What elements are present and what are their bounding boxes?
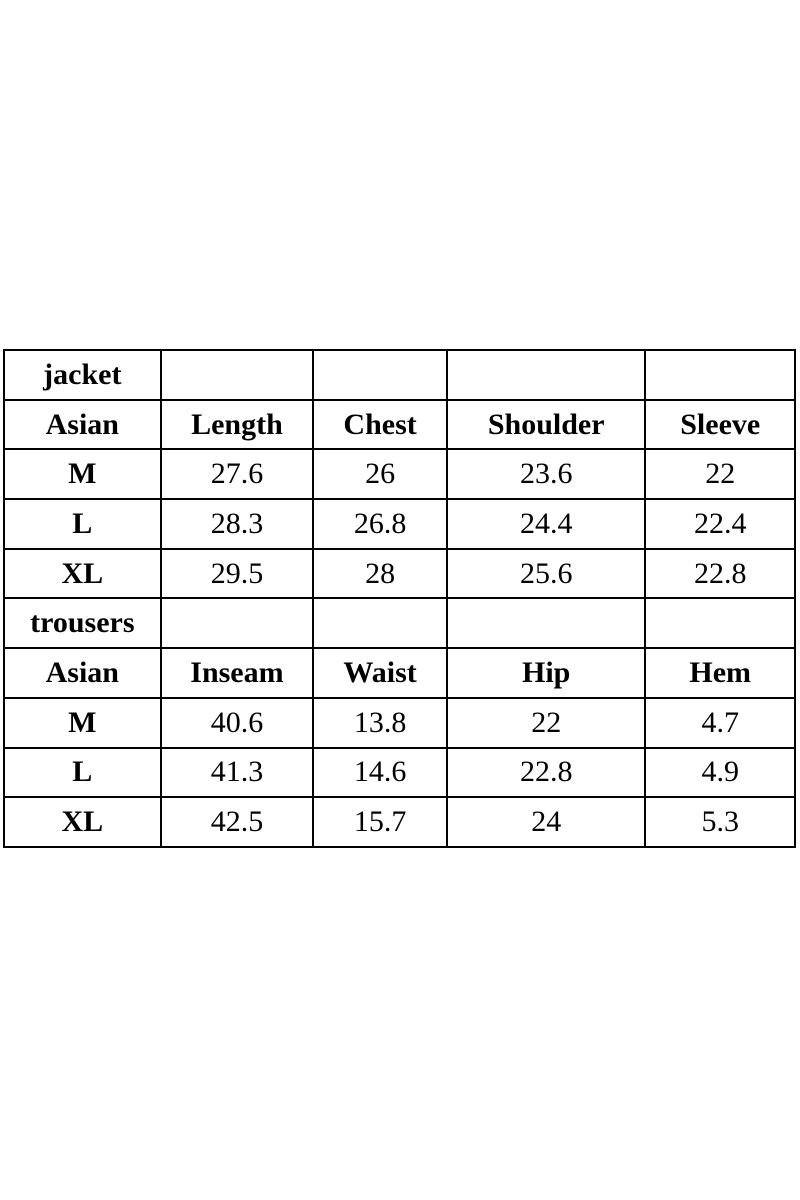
value-cell: 26	[312, 448, 448, 501]
empty-cell	[159, 349, 315, 401]
empty-cell	[644, 597, 796, 650]
table-row: M 40.6 13.8 22 4.7	[3, 696, 796, 749]
value-cell: 41.3	[159, 746, 315, 799]
value-cell: 25.6	[445, 547, 647, 600]
value-cell: 22	[644, 448, 796, 501]
value-cell: 29.5	[159, 547, 315, 600]
value-cell: 23.6	[445, 448, 647, 501]
table-row-section-trousers: trousers	[3, 597, 796, 650]
column-header-cell: Shoulder	[445, 398, 647, 451]
value-cell: 4.7	[644, 696, 796, 749]
table-row: XL 42.5 15.7 24 5.3	[3, 796, 796, 848]
column-header-cell: Asian	[3, 647, 162, 699]
size-cell: L	[3, 498, 162, 550]
size-chart-table: jacket Asian Length Chest Shoulder Sleev…	[3, 349, 796, 848]
column-header-cell: Waist	[312, 647, 448, 699]
table-row: L 41.3 14.6 22.8 4.9	[3, 746, 796, 799]
value-cell: 42.5	[159, 796, 315, 848]
value-cell: 24	[445, 796, 647, 848]
size-cell: XL	[3, 796, 162, 848]
empty-cell	[644, 349, 796, 401]
value-cell: 4.9	[644, 746, 796, 799]
value-cell: 40.6	[159, 696, 315, 749]
value-cell: 27.6	[159, 448, 315, 501]
value-cell: 13.8	[312, 696, 448, 749]
value-cell: 28	[312, 547, 448, 600]
empty-cell	[445, 597, 647, 650]
value-cell: 22.8	[445, 746, 647, 799]
value-cell: 26.8	[312, 498, 448, 550]
table-row-section-jacket: jacket	[3, 349, 796, 401]
table-row: XL 29.5 28 25.6 22.8	[3, 547, 796, 600]
value-cell: 15.7	[312, 796, 448, 848]
empty-cell	[312, 597, 448, 650]
column-header-cell: Inseam	[159, 647, 315, 699]
column-header-cell: Hem	[644, 647, 796, 699]
value-cell: 5.3	[644, 796, 796, 848]
size-cell: L	[3, 746, 162, 799]
column-header-cell: Chest	[312, 398, 448, 451]
column-header-cell: Hip	[445, 647, 647, 699]
value-cell: 22.8	[644, 547, 796, 600]
empty-cell	[445, 349, 647, 401]
empty-cell	[159, 597, 315, 650]
value-cell: 14.6	[312, 746, 448, 799]
value-cell: 28.3	[159, 498, 315, 550]
size-cell: XL	[3, 547, 162, 600]
column-header-cell: Asian	[3, 398, 162, 451]
value-cell: 22.4	[644, 498, 796, 550]
section-label-cell: jacket	[3, 349, 162, 401]
size-cell: M	[3, 696, 162, 749]
section-label-cell: trousers	[3, 597, 162, 650]
table-header-row-trousers: Asian Inseam Waist Hip Hem	[3, 647, 796, 699]
column-header-cell: Sleeve	[644, 398, 796, 451]
value-cell: 24.4	[445, 498, 647, 550]
column-header-cell: Length	[159, 398, 315, 451]
value-cell: 22	[445, 696, 647, 749]
empty-cell	[312, 349, 448, 401]
table-header-row-jacket: Asian Length Chest Shoulder Sleeve	[3, 398, 796, 451]
table-row: L 28.3 26.8 24.4 22.4	[3, 498, 796, 550]
size-cell: M	[3, 448, 162, 501]
table-row: M 27.6 26 23.6 22	[3, 448, 796, 501]
